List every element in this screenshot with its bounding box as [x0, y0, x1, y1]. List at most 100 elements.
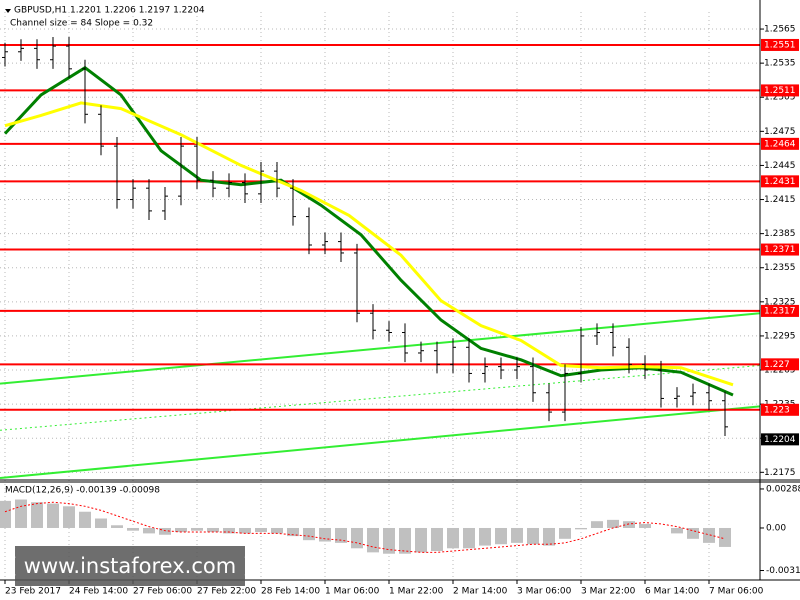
- macd-bar: [543, 527, 555, 546]
- level-label-box: [761, 84, 799, 97]
- watermark-box: [15, 546, 245, 586]
- macd-bar: [415, 527, 427, 553]
- x-tick-label: 7 Mar 06:00: [709, 587, 764, 597]
- chart-title: GBPUSD,H1 1.2201 1.2206 1.2197 1.2204: [14, 6, 205, 16]
- level-label-box: [761, 243, 799, 256]
- level-label: 1.2317: [764, 306, 796, 316]
- macd-bar: [303, 527, 315, 541]
- x-tick-label: 23 Feb 2017: [5, 587, 61, 597]
- y-tick-label: 1.2325: [764, 297, 796, 307]
- macd-bar: [63, 506, 75, 528]
- macd-bar: [463, 527, 475, 549]
- macd-bar: [319, 527, 331, 542]
- macd-bar: [351, 527, 363, 549]
- macd-bar: [0, 500, 11, 528]
- macd-bar: [591, 521, 603, 528]
- macd-bar: [207, 527, 219, 533]
- macd-bar: [671, 527, 683, 534]
- y-tick-label: 0.00: [766, 523, 786, 533]
- macd-bar: [95, 518, 107, 528]
- macd-bar: [175, 527, 187, 533]
- x-tick-label: 2 Mar 14:00: [453, 587, 508, 597]
- macd-bar: [431, 527, 443, 552]
- watermark: [ www.instaforex.com ]: [9, 546, 251, 586]
- menu-icon: [5, 9, 11, 13]
- macd-bar: [79, 511, 91, 528]
- x-tick-label: 1 Mar 06:00: [325, 587, 380, 597]
- level-label-box: [761, 403, 799, 416]
- y-tick-label: 1.2535: [764, 59, 796, 69]
- moving-average: [4, 101, 734, 387]
- y-tick-label: 1.2445: [764, 161, 796, 171]
- y-tick-label: 1.2475: [764, 127, 796, 137]
- macd-bar: [239, 527, 251, 534]
- plot: 23 Feb 2017 24 Feb 14:00 27 Feb 06:00 27 Fe…: [0, 12, 800, 597]
- level-label: 1.2371: [764, 245, 796, 255]
- macd-bar: [687, 527, 699, 539]
- macd-bar: [143, 527, 155, 534]
- level-label: 1.2551: [764, 40, 796, 50]
- macd-bar: [479, 527, 491, 546]
- macd-bar: [191, 527, 203, 531]
- channel-line: [0, 405, 761, 479]
- x-tick-label: 28 Feb 14:00: [261, 587, 320, 597]
- macd-bar: [575, 527, 587, 530]
- level-label-box: [761, 38, 799, 51]
- level-label-box: [761, 137, 799, 150]
- macd-bar: [383, 527, 395, 554]
- level-label-box: [761, 175, 799, 188]
- y-tick-label: 1.2175: [764, 468, 796, 478]
- macd-bar: [271, 527, 283, 534]
- last-price-box: [761, 433, 799, 446]
- macd-bar: [255, 527, 267, 533]
- macd-bar: [495, 527, 507, 545]
- x-tick-label: 3 Mar 22:00: [581, 587, 636, 597]
- indicator-title: MACD(12,26,9) -0.00139 -0.00098: [5, 486, 160, 496]
- macd-bar: [287, 527, 299, 537]
- level-label: 1.223: [764, 405, 790, 415]
- macd-bar: [527, 527, 539, 545]
- macd-bar: [31, 502, 43, 528]
- macd-bar: [511, 527, 523, 543]
- x-tick-label: 1 Mar 22:00: [389, 587, 444, 597]
- y-tick-label: 0.00288: [766, 484, 800, 494]
- x-tick-label: 3 Mar 06:00: [517, 587, 572, 597]
- macd-bar: [335, 527, 347, 543]
- macd-bar: [719, 527, 731, 547]
- macd-bar: [559, 527, 571, 539]
- macd-signal: [4, 501, 726, 553]
- y-tick-label: 1.2385: [764, 229, 796, 239]
- x-tick-label: 24 Feb 14:00: [69, 587, 128, 597]
- level-label-box: [761, 358, 799, 371]
- moving-average: [3, 65, 734, 397]
- macd-bar: [623, 521, 635, 528]
- macd-bar: [223, 527, 235, 534]
- x-tick-label: 27 Feb 22:00: [197, 587, 256, 597]
- y-tick-label: -0.00314: [766, 566, 800, 576]
- x-tick-label: 6 Mar 14:00: [645, 587, 700, 597]
- x-tick-label: 27 Feb 06:00: [133, 587, 192, 597]
- last-price-label: 1.2204: [764, 435, 796, 445]
- macd-bar: [703, 527, 715, 543]
- y-tick-label: 1.2415: [764, 195, 796, 205]
- chart-subtitle: Channel size = 84 Slope = 0.32: [10, 19, 153, 29]
- macd-bar: [447, 527, 459, 549]
- watermark-text: [ www.instaforex.com ]: [9, 554, 251, 578]
- y-tick-label: 1.2355: [764, 263, 796, 273]
- macd-bar: [127, 527, 139, 531]
- channel-line: [0, 312, 761, 385]
- y-tick-label: 1.2505: [764, 93, 796, 103]
- level-label: 1.2431: [764, 177, 796, 187]
- macd-bar: [15, 499, 27, 528]
- macd-bar: [111, 525, 123, 528]
- level-label: 1.2511: [764, 86, 796, 96]
- macd-bar: [159, 527, 171, 535]
- level-label-box: [761, 304, 799, 317]
- macd-bar: [607, 519, 619, 528]
- macd-bar: [367, 527, 379, 553]
- macd-bar: [399, 527, 411, 554]
- channel-line: [0, 364, 761, 431]
- y-tick-label: 1.2265: [764, 366, 796, 376]
- macd-bar: [47, 503, 59, 528]
